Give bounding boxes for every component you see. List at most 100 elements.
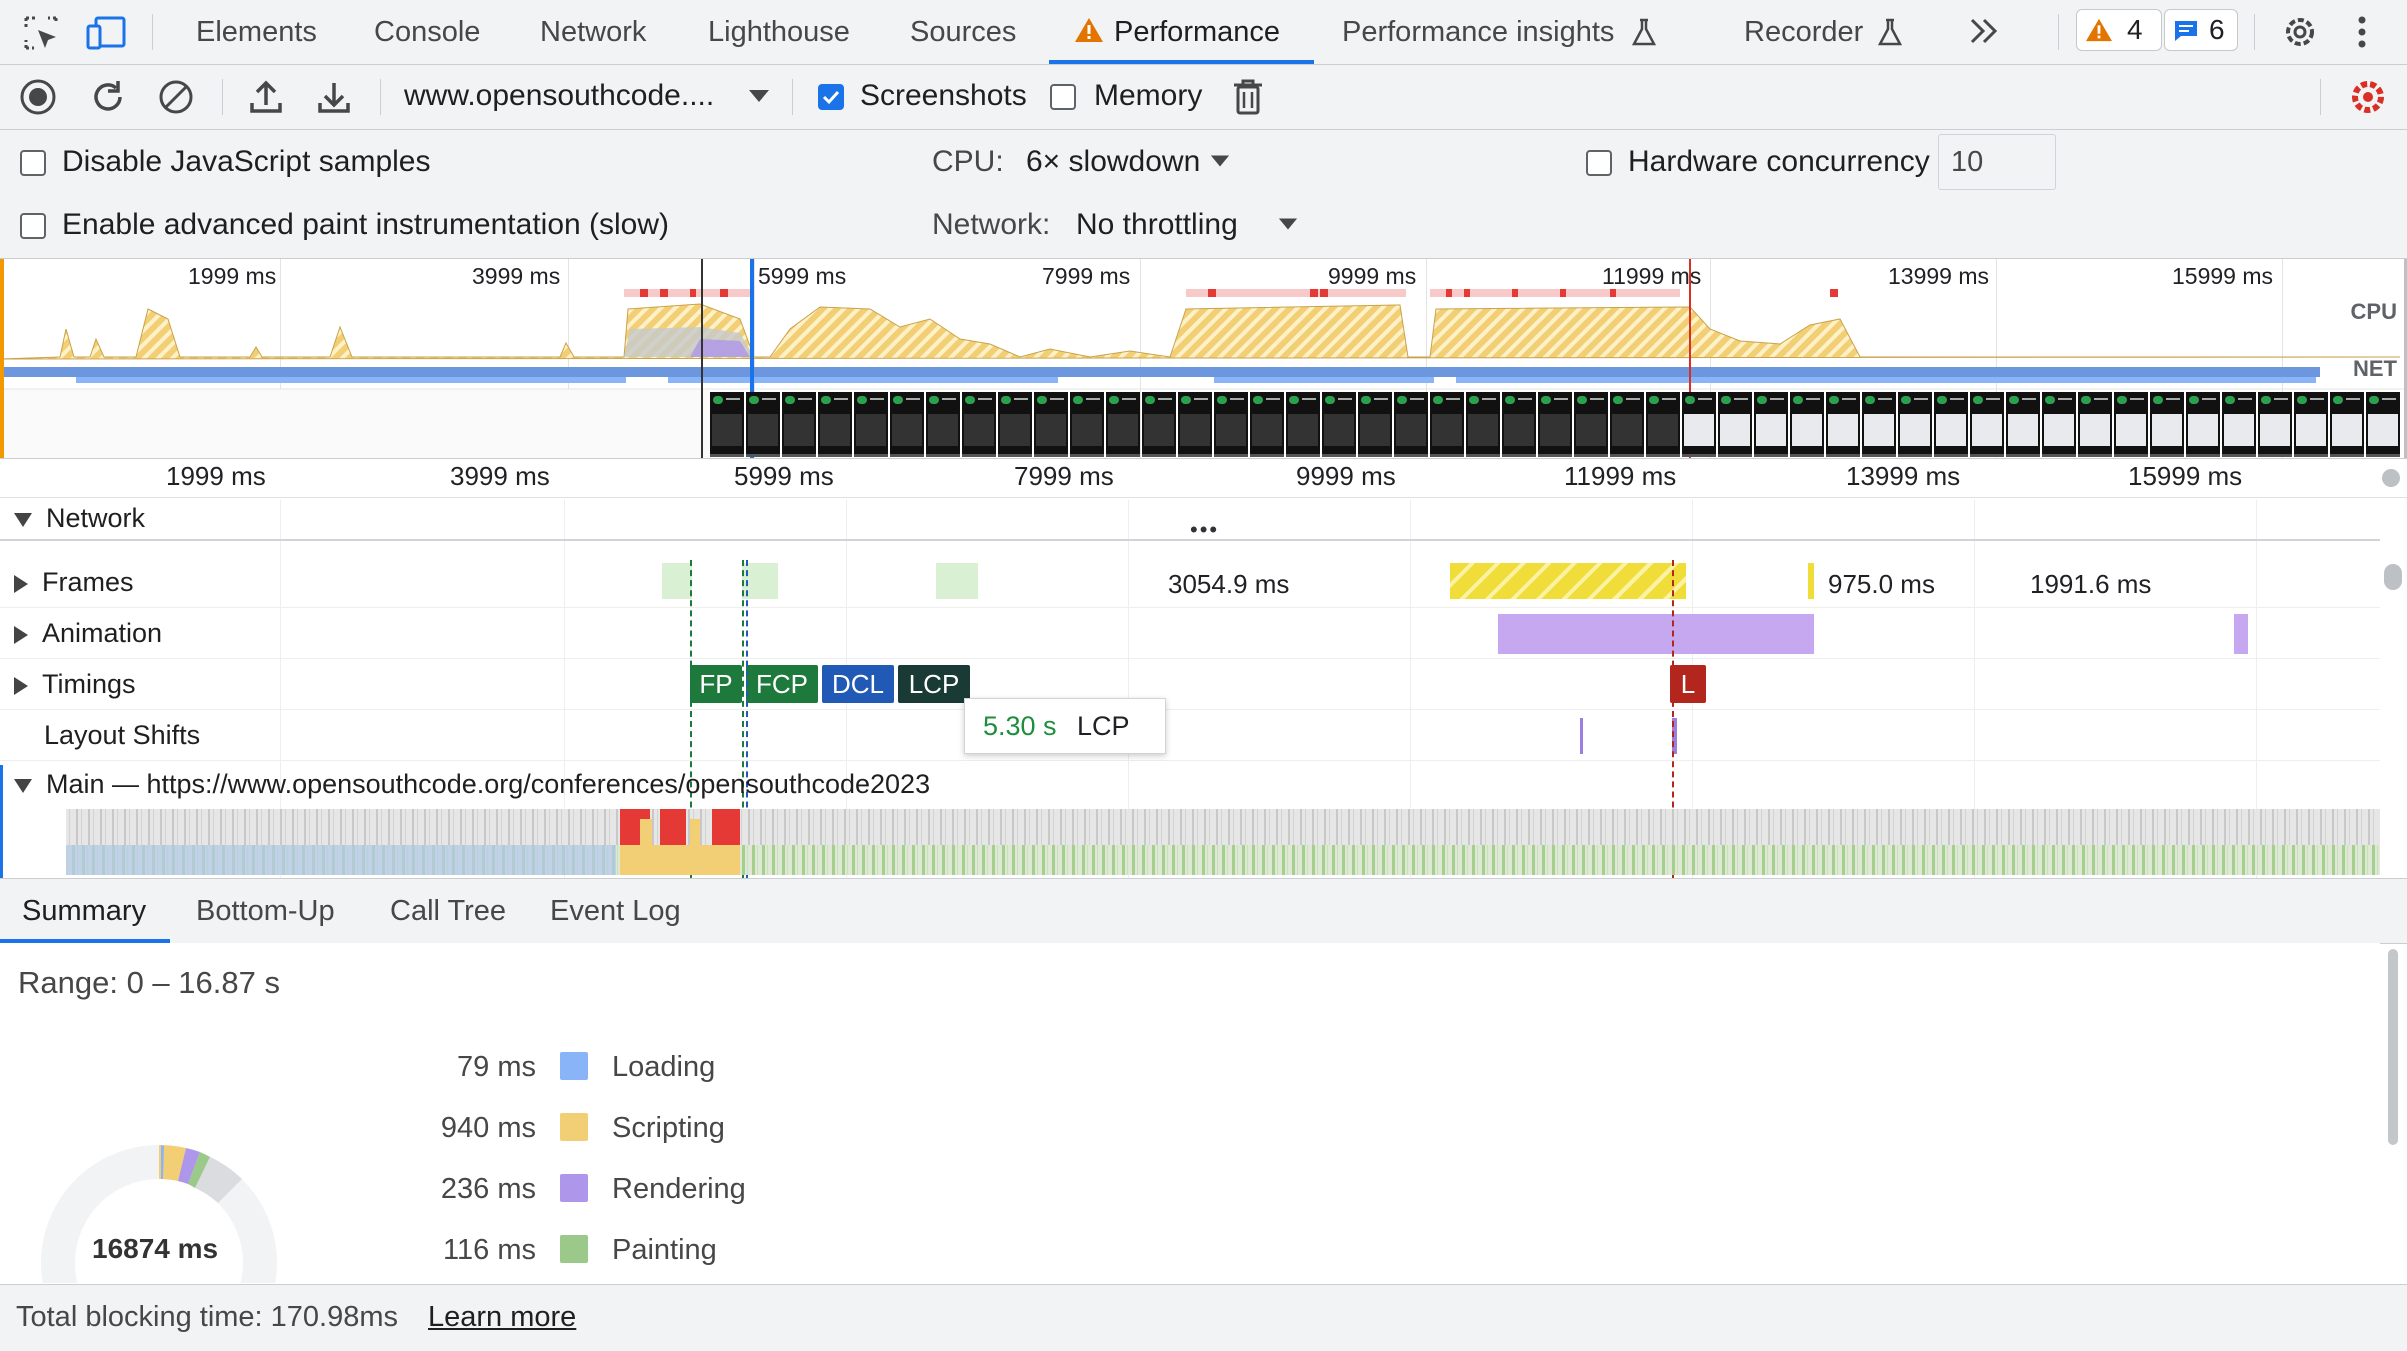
layout-shift[interactable] [1580,718,1583,754]
screenshot-thumbnail[interactable] [1574,392,1608,457]
animation-block[interactable] [1498,614,1814,654]
tab-sources[interactable]: Sources [910,16,1017,48]
tab-recorder[interactable]: Recorder [1744,16,1864,48]
screenshot-thumbnail[interactable] [1106,392,1140,457]
device-toolbar-icon[interactable] [86,14,126,52]
screenshot-thumbnail[interactable] [1934,392,1968,457]
screenshot-thumbnail[interactable] [1358,392,1392,457]
frame-block[interactable] [1450,563,1686,599]
hardware-concurrency-input[interactable] [1938,134,2056,190]
memory-checkbox[interactable] [1050,84,1076,110]
screenshot-thumbnail[interactable] [1250,392,1284,457]
fcp-marker[interactable]: FCP [746,665,818,703]
gear-icon[interactable] [2280,12,2320,52]
screenshot-thumbnail[interactable] [1826,392,1860,457]
expand-triangle-icon[interactable] [14,778,32,793]
screenshot-thumbnail[interactable] [1214,392,1248,457]
summary-scrollbar[interactable] [2388,949,2398,1145]
main-thread-flamechart[interactable] [0,809,2380,878]
messages-badge[interactable]: 6 [2164,9,2238,51]
screenshot-thumbnail[interactable] [2186,392,2220,457]
screenshot-thumbnail[interactable] [2042,392,2076,457]
screenshot-thumbnail[interactable] [818,392,852,457]
screenshot-thumbnail[interactable] [962,392,996,457]
frames-track[interactable]: Frames 3054.9 ms 975.0 ms 1991.6 ms [0,557,2380,608]
screenshot-thumbnail[interactable] [1034,392,1068,457]
record-icon[interactable] [18,77,58,117]
screenshot-thumbnail[interactable] [1286,392,1320,457]
screenshot-thumbnail[interactable] [926,392,960,457]
screenshot-thumbnail[interactable] [1502,392,1536,457]
lcp-marker[interactable]: LCP [898,665,970,703]
expand-triangle-icon[interactable] [14,676,28,695]
screenshot-thumbnail[interactable] [2222,392,2256,457]
screenshot-thumbnail[interactable] [1646,392,1680,457]
cpu-throttling-select[interactable]: 6× slowdown [1026,145,1201,178]
screenshot-thumbnail[interactable] [710,392,744,457]
screenshot-thumbnail[interactable] [1682,392,1716,457]
resize-handle-icon[interactable]: ••• [1190,517,1220,542]
flamechart-scroll-thumb[interactable] [2384,564,2402,590]
screenshot-thumbnail[interactable] [1790,392,1824,457]
scroll-thumb[interactable] [2382,469,2400,487]
screenshot-thumbnail[interactable] [2078,392,2112,457]
trash-icon[interactable] [1230,77,1270,117]
frame-block[interactable] [662,563,692,599]
inspect-element-icon[interactable] [22,14,60,52]
screenshot-thumbnail[interactable] [2294,392,2328,457]
capture-settings-gear-icon[interactable] [2348,77,2388,117]
screenshot-thumbnail[interactable] [2366,392,2400,457]
chevron-down-icon[interactable] [1278,217,1298,231]
screenshot-thumbnail[interactable] [1142,392,1176,457]
timings-track[interactable]: Timings FP FCP DCL LCP L [0,659,2380,710]
screenshot-thumbnail[interactable] [1430,392,1464,457]
main-thread-track[interactable]: Main — https://www.opensouthcode.org/con… [0,761,2380,878]
recording-url-select[interactable]: www.opensouthcode.... [404,79,715,112]
hardware-concurrency-checkbox[interactable] [1586,150,1612,176]
layout-shifts-track[interactable]: Layout Shifts [0,710,2380,761]
dcl-marker[interactable]: DCL [822,665,894,703]
tab-lighthouse[interactable]: Lighthouse [708,16,850,48]
screenshot-thumbnail[interactable] [2150,392,2184,457]
screenshot-thumbnail[interactable] [1178,392,1212,457]
tab-network[interactable]: Network [540,16,647,48]
screenshots-checkbox[interactable] [818,84,844,110]
network-track[interactable]: Network ••• [0,497,2380,542]
tab-console[interactable]: Console [374,16,481,48]
screenshot-thumbnail[interactable] [1394,392,1428,457]
screenshot-thumbnail[interactable] [1898,392,1932,457]
screenshot-thumbnail[interactable] [2258,392,2292,457]
screenshot-thumbnail[interactable] [2114,392,2148,457]
animation-block[interactable] [2234,614,2248,654]
expand-triangle-icon[interactable] [14,512,32,527]
screenshot-thumbnail[interactable] [2330,392,2364,457]
frame-block[interactable] [936,563,978,599]
screenshot-thumbnail[interactable] [1466,392,1500,457]
screenshot-thumbnail[interactable] [1718,392,1752,457]
kebab-menu-icon[interactable] [2356,14,2368,50]
timeline-overview[interactable]: 1999 ms 3999 ms 5999 ms 7999 ms 9999 ms … [0,259,2407,459]
screenshot-thumbnail[interactable] [1970,392,2004,457]
tab-performance[interactable]: Performance [1114,16,1281,48]
tab-call-tree[interactable]: Call Tree [390,895,507,927]
network-throttling-select[interactable]: No throttling [1076,208,1238,241]
screenshot-thumbnail[interactable] [1322,392,1356,457]
upload-icon[interactable] [246,77,286,117]
download-icon[interactable] [314,77,354,117]
screenshot-filmstrip[interactable] [710,390,2407,458]
frame-block[interactable] [742,563,778,599]
screenshot-thumbnail[interactable] [1862,392,1896,457]
tab-event-log[interactable]: Event Log [550,895,681,927]
load-marker[interactable]: L [1670,665,1706,703]
screenshot-thumbnail[interactable] [1070,392,1104,457]
reload-record-icon[interactable] [88,77,128,117]
frame-block[interactable] [1808,563,1814,599]
tab-bottom-up[interactable]: Bottom-Up [196,895,335,927]
screenshot-thumbnail[interactable] [998,392,1032,457]
screenshot-thumbnail[interactable] [1538,392,1572,457]
screenshot-thumbnail[interactable] [854,392,888,457]
learn-more-link[interactable]: Learn more [428,1301,577,1333]
fp-marker[interactable]: FP [690,665,742,703]
warnings-badge[interactable]: 4 [2076,9,2162,51]
screenshot-thumbnail[interactable] [1610,392,1644,457]
